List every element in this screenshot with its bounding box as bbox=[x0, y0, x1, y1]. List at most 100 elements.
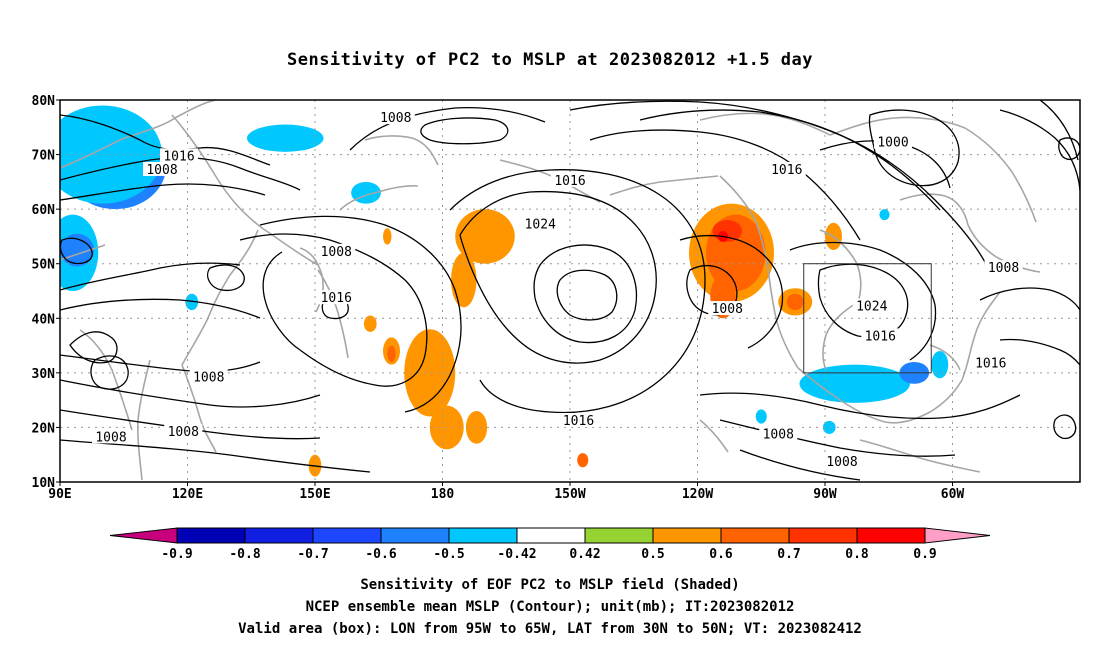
lat-lon-grid bbox=[60, 100, 1080, 482]
contour-label: 1016 bbox=[865, 329, 896, 344]
contour-label: 1008 bbox=[95, 430, 126, 445]
contour-label: 1024 bbox=[525, 218, 556, 233]
colorbar-label: 0.5 bbox=[641, 547, 664, 562]
shaded-patch bbox=[822, 420, 836, 434]
lat-tick-label: 40N bbox=[32, 312, 56, 327]
colorbar-segment bbox=[448, 527, 518, 544]
shaded-patch bbox=[60, 233, 94, 267]
axis-tick-labels: 90E 120E 150E 180 150W 120W 90W 60W 80N 70N 60N 50N… bbox=[32, 94, 965, 502]
shaded-patch bbox=[799, 364, 910, 403]
caption: Sensitivity of EOF PC2 to MSLP field (Sh… bbox=[0, 574, 1100, 640]
contour-label-bg bbox=[852, 298, 891, 313]
colorbar-segment bbox=[720, 527, 790, 544]
colorbar-segment bbox=[380, 527, 450, 544]
shaded-patch bbox=[383, 228, 392, 245]
colorbar-segment bbox=[652, 527, 722, 544]
lon-tick-label: 90W bbox=[813, 487, 837, 502]
contour-label: 1008 bbox=[380, 111, 411, 126]
contour-label: 1000 bbox=[877, 136, 908, 151]
contour-label-bg bbox=[971, 355, 1010, 370]
contour-label-bg bbox=[521, 216, 560, 231]
contour-label-bg bbox=[92, 429, 130, 444]
colorbar-label: 0.9 bbox=[913, 547, 936, 562]
contour-label-bg bbox=[317, 290, 356, 305]
lat-tick-label: 70N bbox=[32, 149, 56, 164]
contour-label-bg bbox=[551, 172, 589, 187]
lat-tick-label: 60N bbox=[32, 203, 56, 218]
contour-label: 1008 bbox=[988, 261, 1019, 276]
contour-label-bg bbox=[861, 328, 900, 343]
contour-label: 1016 bbox=[563, 414, 594, 429]
shaded-patch bbox=[185, 293, 199, 311]
shaded-patch bbox=[577, 453, 589, 468]
colorbar-segment bbox=[312, 527, 382, 544]
colorbar-label: 0.6 bbox=[709, 547, 733, 562]
contour-label: 1024 bbox=[856, 299, 887, 314]
colorbar-segment bbox=[244, 527, 314, 544]
colorbar-segment bbox=[516, 527, 586, 544]
lon-tick-label: 150W bbox=[554, 487, 585, 502]
lon-tick-label: 120W bbox=[682, 487, 713, 502]
shaded-patch bbox=[363, 315, 377, 332]
contour-label-bg bbox=[874, 134, 912, 149]
contour-label: 1016 bbox=[771, 163, 802, 178]
shaded-patch bbox=[879, 209, 890, 221]
shaded-patch bbox=[755, 409, 767, 424]
lat-tick-label: 10N bbox=[32, 476, 56, 491]
lon-tick-label: 90E bbox=[48, 487, 71, 502]
contour-label-bg bbox=[189, 369, 228, 384]
lon-tick-label: 180 bbox=[431, 487, 455, 502]
colorbar-high-arrow bbox=[924, 527, 991, 544]
plot-title: Sensitivity of PC2 to MSLP at 2023082012… bbox=[286, 50, 813, 70]
valid-area-box bbox=[803, 263, 932, 374]
shaded-patch bbox=[931, 351, 949, 379]
colorbar-label: 0.7 bbox=[777, 547, 800, 562]
lon-tick-label: 150E bbox=[299, 487, 330, 502]
contour-label: 1016 bbox=[975, 357, 1006, 372]
contour-label-bg bbox=[164, 423, 203, 438]
contour-label: 1016 bbox=[163, 149, 194, 164]
contour-label-bg bbox=[376, 110, 415, 125]
contour-label: 1008 bbox=[146, 163, 177, 178]
contour-label-bg bbox=[767, 161, 806, 176]
caption-line-3: Valid area (box): LON from 95W to 65W, L… bbox=[238, 621, 862, 637]
contour-label-bg bbox=[160, 148, 198, 163]
contour-label: 1008 bbox=[321, 245, 352, 260]
colorbar-label: -0.8 bbox=[229, 547, 260, 562]
colorbar-segment bbox=[788, 527, 858, 544]
lon-tick-label: 60W bbox=[941, 487, 965, 502]
contour-label-bg bbox=[143, 161, 181, 176]
caption-line-1: Sensitivity of EOF PC2 to MSLP field (Sh… bbox=[360, 577, 740, 593]
colorbar: -0.9 -0.8 -0.7 -0.6 -0.5 -0.42 0.42 0.5 0.6 0.7 0.… bbox=[109, 527, 991, 562]
shaded-patch bbox=[451, 252, 477, 308]
contour-labels: 1008101610081000101610161024100810161008… bbox=[92, 110, 1023, 470]
colorbar-segment bbox=[176, 527, 246, 544]
shaded-patch bbox=[387, 345, 396, 362]
colorbar-label: 0.8 bbox=[845, 547, 869, 562]
coastlines bbox=[60, 100, 1041, 481]
colorbar-low-arrow bbox=[109, 527, 178, 544]
colorbar-label: -0.5 bbox=[433, 547, 464, 562]
shaded-patch bbox=[465, 411, 488, 444]
contour-label: 1008 bbox=[763, 428, 794, 443]
contour-label: 1008 bbox=[826, 455, 857, 470]
colorbar-segment bbox=[584, 527, 654, 544]
contour-label: 1016 bbox=[554, 174, 585, 189]
contour-label: 1008 bbox=[168, 425, 199, 440]
contour-label-bg bbox=[984, 260, 1023, 275]
contour-label-bg bbox=[708, 301, 747, 316]
contour-label: 1016 bbox=[321, 291, 352, 306]
shaded-patch bbox=[786, 293, 804, 311]
lat-tick-label: 20N bbox=[32, 421, 56, 436]
contour-label-bg bbox=[759, 426, 798, 441]
colorbar-label: -0.7 bbox=[297, 547, 328, 562]
lon-tick-label: 120E bbox=[172, 487, 203, 502]
contour-label-bg bbox=[317, 243, 356, 258]
colorbar-label: -0.9 bbox=[161, 547, 192, 562]
lat-tick-label: 30N bbox=[32, 367, 56, 382]
colorbar-label: -0.6 bbox=[365, 547, 396, 562]
contour-label-bg bbox=[823, 453, 861, 468]
contour-label: 1008 bbox=[193, 370, 224, 385]
shaded-patch bbox=[247, 124, 324, 152]
